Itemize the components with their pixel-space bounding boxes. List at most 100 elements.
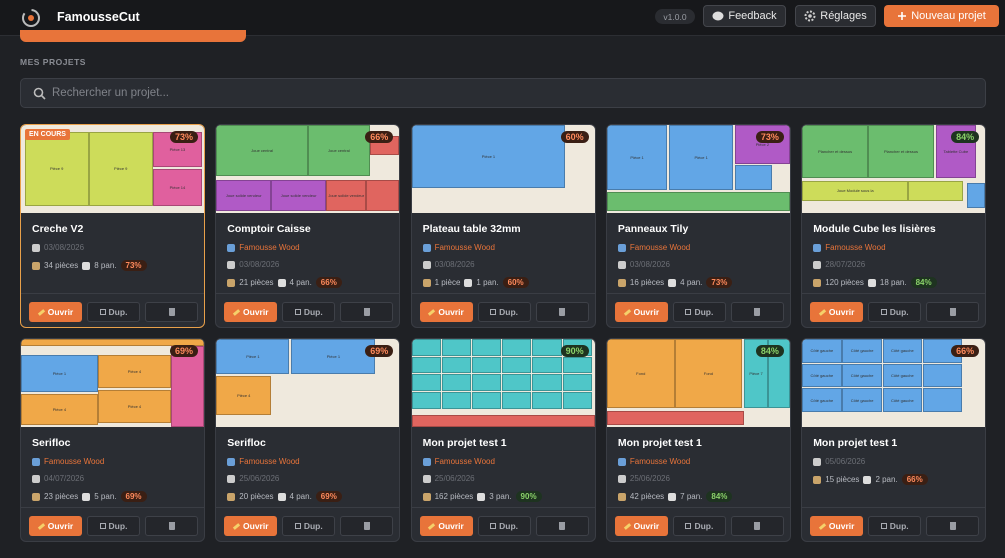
- delete-button[interactable]: [535, 302, 589, 322]
- author: Famousse Wood: [629, 457, 691, 466]
- piece: [502, 374, 532, 391]
- delete-button[interactable]: [145, 516, 198, 536]
- duplicate-label: Dup.: [499, 307, 519, 317]
- stats-row: 42 pièces 7 pan. 84%: [617, 491, 733, 502]
- piece: Pièce 4: [97, 354, 172, 389]
- duplicate-button[interactable]: Dup.: [868, 516, 922, 536]
- stats-row: 20 pièces 4 pan. 69%: [227, 491, 342, 502]
- duplicate-button[interactable]: Dup.: [282, 302, 336, 322]
- version: v1.0.0: [655, 9, 695, 24]
- duplicate-button[interactable]: Dup.: [282, 516, 336, 536]
- open-button[interactable]: Ouvrir: [224, 516, 278, 536]
- piece: Pièce 1: [291, 339, 376, 375]
- panels: 5 pan.: [94, 492, 117, 501]
- piece: Plancher et dessus: [802, 125, 869, 178]
- open-button[interactable]: Ouvrir: [419, 302, 473, 322]
- usage-pill: 69%: [315, 491, 342, 502]
- pencil-icon: [428, 522, 436, 530]
- divider: [21, 507, 204, 508]
- duplicate-label: Dup.: [694, 521, 714, 531]
- piece: [411, 356, 441, 374]
- delete-button[interactable]: [340, 302, 394, 322]
- icon: [813, 243, 822, 252]
- piece: [502, 391, 532, 409]
- copy-icon: [99, 523, 106, 529]
- duplicate-button[interactable]: Dup.: [87, 516, 140, 536]
- open-button[interactable]: Ouvrir: [419, 516, 473, 536]
- search-box[interactable]: Rechercher un projet...: [20, 78, 986, 108]
- usage-badge: 69%: [169, 345, 198, 357]
- piece: Pièce 9: [24, 132, 89, 206]
- project-name: Mon projet test 1: [422, 437, 507, 449]
- duplicate-button[interactable]: Dup.: [672, 516, 726, 536]
- usage-badge: 60%: [560, 131, 589, 143]
- pencil-icon: [37, 308, 45, 316]
- icon: [82, 492, 91, 501]
- icon: [32, 474, 40, 483]
- pieces: 20 pièces: [239, 492, 274, 501]
- pieces: 15 pièces: [825, 475, 860, 484]
- icon: [617, 260, 626, 269]
- usage-pill: 73%: [706, 277, 733, 288]
- duplicate-button[interactable]: Dup.: [477, 516, 531, 536]
- duplicate-button[interactable]: Dup.: [672, 302, 726, 322]
- piece: Côté gauche: [802, 339, 842, 363]
- date: 05/06/2026: [825, 457, 866, 466]
- open-button[interactable]: Ouvrir: [614, 302, 668, 322]
- pencil-icon: [37, 522, 45, 530]
- open-button[interactable]: Ouvrir: [614, 516, 668, 536]
- pencil-icon: [818, 308, 827, 316]
- piece: [502, 356, 532, 374]
- date-row: 25/06/2026: [227, 474, 279, 483]
- logo: [22, 9, 40, 27]
- duplicate-button[interactable]: Dup.: [868, 302, 922, 322]
- piece: Côté gauche: [882, 363, 923, 388]
- open-button[interactable]: Ouvrir: [224, 302, 278, 322]
- open-button[interactable]: Ouvrir: [810, 516, 864, 536]
- piece: [922, 388, 963, 413]
- delete-button[interactable]: [926, 302, 980, 322]
- piece: [21, 339, 204, 347]
- open-button[interactable]: Ouvrir: [29, 302, 82, 322]
- piece: [441, 339, 472, 356]
- icon: [227, 243, 236, 252]
- feedback-button[interactable]: Feedback: [703, 5, 786, 27]
- open-button[interactable]: Ouvrir: [29, 516, 82, 536]
- piece: [411, 374, 441, 391]
- open-button[interactable]: Ouvrir: [810, 302, 864, 322]
- duplicate-button[interactable]: Dup.: [477, 302, 531, 322]
- delete-button[interactable]: [340, 516, 394, 536]
- icon: [277, 278, 286, 287]
- new-project-button[interactable]: Nouveau projet: [884, 5, 999, 27]
- panels: 2 pan.: [875, 475, 898, 484]
- delete-button[interactable]: [730, 516, 784, 536]
- icon: [422, 260, 431, 269]
- open-label: Ouvrir: [243, 307, 269, 317]
- piece: Pièce 1: [411, 125, 566, 189]
- delete-button[interactable]: [535, 516, 589, 536]
- panels: 18 pan.: [879, 278, 907, 287]
- delete-button[interactable]: [145, 302, 198, 322]
- piece: [922, 363, 963, 388]
- usage-badge: 73%: [755, 131, 784, 143]
- settings-button[interactable]: Réglages: [795, 5, 876, 27]
- delete-button[interactable]: [926, 516, 980, 536]
- project-card: Plancher et dessus Plancher et dessus Tabl…: [801, 124, 987, 328]
- piece: Pièce 4: [97, 390, 172, 424]
- duplicate-label: Dup.: [499, 521, 519, 531]
- preview: Pièce 9 Pièce 9 Pièce 13 Pièce 14 EN COURS 73…: [21, 125, 204, 213]
- piece: Pièce 4: [216, 375, 272, 415]
- piece: [411, 391, 441, 409]
- pieces: 23 pièces: [44, 492, 79, 501]
- delete-button[interactable]: [730, 302, 784, 322]
- icon: [867, 278, 876, 287]
- preview: Pièce 1 Pièce 1 Pièce 2 73%: [606, 125, 790, 213]
- panels: 4 pan.: [680, 278, 703, 287]
- usage-badge: 84%: [755, 345, 784, 357]
- project-name: Serifloc: [32, 437, 71, 449]
- date: 25/06/2026: [239, 474, 280, 483]
- date: 03/08/2026: [434, 260, 475, 269]
- usage-pill: 66%: [315, 277, 342, 288]
- preview: Pièce 1 Pièce 4 Pièce 4 Pièce 4 69%: [21, 339, 204, 427]
- duplicate-button[interactable]: Dup.: [87, 302, 140, 322]
